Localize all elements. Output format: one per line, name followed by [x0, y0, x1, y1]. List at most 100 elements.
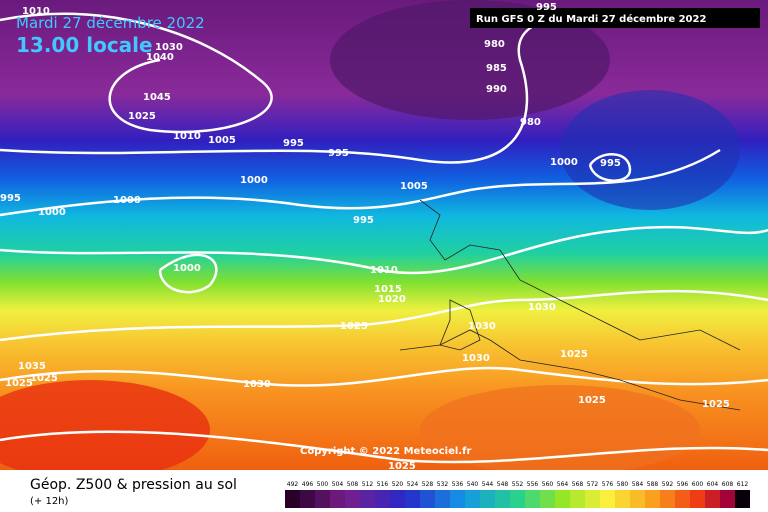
isobar-label: 995 [0, 193, 21, 204]
scale-swatch [510, 490, 525, 508]
isobar-label: 1025 [128, 111, 156, 122]
scale-label: 588 [647, 481, 659, 488]
isobar-label: 990 [486, 84, 507, 95]
isobar-label: 1040 [146, 52, 174, 63]
isobar [158, 253, 218, 294]
isobar [0, 12, 273, 134]
scale-swatch [645, 490, 660, 508]
scale-label: 576 [602, 481, 614, 488]
isobar-label: 980 [520, 117, 541, 128]
scale-label: 500 [317, 481, 329, 488]
scale-label: 544 [482, 481, 494, 488]
scale-swatch [345, 490, 360, 508]
scale-swatch [720, 490, 735, 508]
scale-swatch [390, 490, 405, 508]
scale-swatch [435, 490, 450, 508]
isobar-label: 1010 [173, 131, 201, 142]
scale-label: 552 [512, 481, 524, 488]
isobar-label: 1030 [243, 379, 271, 390]
isobar-label: 1025 [560, 349, 588, 360]
coastline [399, 329, 741, 411]
isobar-label: 1000 [240, 175, 268, 186]
scale-label: 584 [632, 481, 644, 488]
scale-label: 504 [332, 481, 344, 488]
scale-swatch [555, 490, 570, 508]
scale-label: 536 [452, 481, 464, 488]
isobar-label: 995 [353, 215, 374, 226]
coastlines [399, 199, 741, 411]
scale-swatch [735, 490, 750, 508]
scale-swatch [450, 490, 465, 508]
scale-label: 512 [362, 481, 374, 488]
scale-swatch [300, 490, 315, 508]
scale-swatch [660, 490, 675, 508]
run-banner [470, 8, 760, 28]
scale-label: 580 [617, 481, 629, 488]
scale-label: 524 [407, 481, 419, 488]
isobar-label: 985 [486, 63, 507, 74]
isobar-label: 995 [328, 148, 349, 159]
isobar [0, 366, 768, 387]
scale-label: 540 [467, 481, 479, 488]
scale-label: 564 [557, 481, 569, 488]
scale-swatch [540, 490, 555, 508]
footer-title: Géop. Z500 & pression au sol [30, 477, 237, 493]
scale-swatch [705, 490, 720, 508]
scale-label: 612 [737, 481, 749, 488]
isobar-label: 1025 [5, 378, 33, 389]
isobar-label: 1030 [468, 321, 496, 332]
scale-swatch [495, 490, 510, 508]
scale-swatch [615, 490, 630, 508]
coastline [439, 299, 481, 351]
scale-label: 496 [302, 481, 314, 488]
scale-swatch [420, 490, 435, 508]
isobar-label: 1010 [22, 6, 50, 17]
scale-swatch [375, 490, 390, 508]
isobar-label: 1000 [113, 195, 141, 206]
low-area [560, 90, 740, 210]
scale-label: 520 [392, 481, 404, 488]
scale-swatch [630, 490, 645, 508]
scale-swatch [525, 490, 540, 508]
scale-swatch [570, 490, 585, 508]
color-scale: 492 496 500 504 508 512 516 520 524 528 532 536 540 5… [285, 481, 750, 508]
scale-label: 532 [437, 481, 449, 488]
high-area [0, 380, 210, 480]
run-info: Run GFS 0 Z du Mardi 27 décembre 2022 [476, 13, 706, 25]
isobar-label: 980 [484, 39, 505, 50]
scale-label: 604 [707, 481, 719, 488]
scale-swatch [330, 490, 345, 508]
isobar [0, 148, 721, 217]
scale-swatch [690, 490, 705, 508]
isobar-label: 1025 [388, 461, 416, 472]
scale-label: 596 [677, 481, 689, 488]
isobar-label: 1020 [378, 294, 406, 305]
isobar-label: 1025 [702, 399, 730, 410]
scale-swatch [405, 490, 420, 508]
isobar [0, 225, 768, 275]
isobar-label: 1025 [340, 321, 368, 332]
scale-swatch [315, 490, 330, 508]
scale-swatch [585, 490, 600, 508]
isobar-label: 1000 [173, 263, 201, 274]
isobar [0, 430, 768, 464]
isobar-label: 1000 [550, 157, 578, 168]
scale-label: 568 [572, 481, 584, 488]
isobar-label: 995 [283, 138, 304, 149]
footer-subtitle: (+ 12h) [30, 496, 69, 507]
scale-label: 572 [587, 481, 599, 488]
scale-swatch [675, 490, 690, 508]
isobar-label: 1025 [578, 395, 606, 406]
scale-label: 600 [692, 481, 704, 488]
isobar-label: 1045 [143, 92, 171, 103]
scale-swatch [465, 490, 480, 508]
isobar-label: 1005 [208, 135, 236, 146]
copyright: Copyright © 2022 Meteociel.fr [300, 446, 471, 457]
isobar [0, 289, 768, 342]
isobar-label: 1030 [528, 302, 556, 313]
scale-swatch [285, 490, 300, 508]
scale-label: 548 [497, 481, 509, 488]
time-label: 13.00 locale [16, 33, 153, 57]
